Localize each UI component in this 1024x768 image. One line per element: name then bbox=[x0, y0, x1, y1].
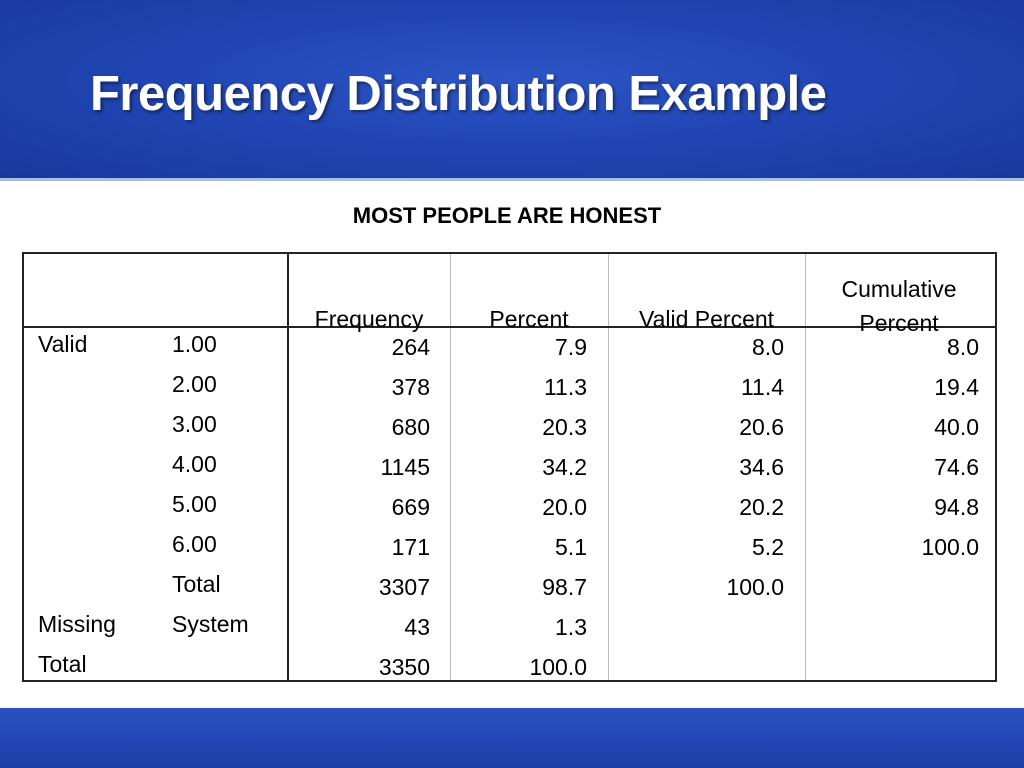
frequency-table: Frequency Percent Valid Percent Cumulati… bbox=[22, 252, 997, 682]
cumulative-percent-value: 40.0 bbox=[934, 414, 979, 440]
valid-percent-value: 8.0 bbox=[752, 334, 784, 360]
row-label: 6.00 bbox=[172, 531, 217, 557]
cumulative-percent-value: 94.8 bbox=[934, 494, 979, 520]
percent-value: 20.3 bbox=[542, 414, 587, 440]
frequency-value: 1145 bbox=[380, 454, 430, 480]
column-header-cumulative-percent: Cumulative Percent bbox=[841, 276, 957, 336]
percent-value: 5.1 bbox=[555, 534, 587, 560]
frequency-value: 3350 bbox=[378, 654, 430, 680]
column-header-frequency: Frequency bbox=[314, 306, 424, 332]
frequency-value: 680 bbox=[391, 414, 430, 440]
valid-percent-value: 20.2 bbox=[739, 494, 784, 520]
valid-percent-value: 100.0 bbox=[726, 574, 784, 600]
frequency-value: 3307 bbox=[378, 574, 430, 600]
row-label: 2.00 bbox=[172, 371, 217, 397]
cumulative-percent-value: 19.4 bbox=[934, 374, 979, 400]
valid-percent-value: 34.6 bbox=[739, 454, 784, 480]
row-label: 4.00 bbox=[172, 451, 217, 477]
column-header-valid-percent: Valid Percent bbox=[638, 306, 775, 332]
row-group-label: Valid bbox=[38, 331, 88, 357]
row-label: 1.00 bbox=[172, 331, 217, 357]
table-title: MOST PEOPLE ARE HONEST bbox=[352, 203, 662, 228]
valid-percent-value: 5.2 bbox=[752, 534, 784, 560]
slide-header: Frequency Distribution Example bbox=[0, 0, 1024, 178]
percent-value: 20.0 bbox=[542, 494, 587, 520]
row-label: 5.00 bbox=[172, 491, 217, 517]
column-divider bbox=[805, 254, 806, 680]
row-label: 3.00 bbox=[172, 411, 217, 437]
row-label: System bbox=[172, 611, 249, 637]
label-column-divider bbox=[287, 254, 289, 680]
cumulative-percent-value: 8.0 bbox=[947, 334, 979, 360]
row-group-label: Missing bbox=[38, 611, 116, 637]
cumulative-percent-value: 74.6 bbox=[934, 454, 979, 480]
frequency-value: 264 bbox=[391, 334, 430, 360]
cumulative-percent-value: 100.0 bbox=[921, 534, 979, 560]
percent-value: 34.2 bbox=[542, 454, 587, 480]
frequency-value: 669 bbox=[391, 494, 430, 520]
percent-value: 7.9 bbox=[555, 334, 587, 360]
frequency-value: 378 bbox=[391, 374, 430, 400]
header-divider bbox=[0, 178, 1024, 181]
column-divider bbox=[450, 254, 451, 680]
percent-value: 100.0 bbox=[529, 654, 587, 680]
row-label: Total bbox=[172, 571, 221, 597]
percent-value: 1.3 bbox=[555, 614, 587, 640]
row-group-label: Total bbox=[38, 651, 87, 677]
percent-value: 11.3 bbox=[543, 374, 587, 400]
slide-title: Frequency Distribution Example bbox=[90, 67, 827, 121]
valid-percent-value: 20.6 bbox=[739, 414, 784, 440]
frequency-value: 43 bbox=[404, 614, 430, 640]
percent-value: 98.7 bbox=[542, 574, 587, 600]
frequency-value: 171 bbox=[391, 534, 430, 560]
slide-footer bbox=[0, 708, 1024, 768]
header-row-divider bbox=[24, 326, 995, 328]
column-header-percent: Percent bbox=[489, 306, 569, 332]
valid-percent-value: 11.4 bbox=[740, 374, 784, 400]
column-divider bbox=[608, 254, 609, 680]
